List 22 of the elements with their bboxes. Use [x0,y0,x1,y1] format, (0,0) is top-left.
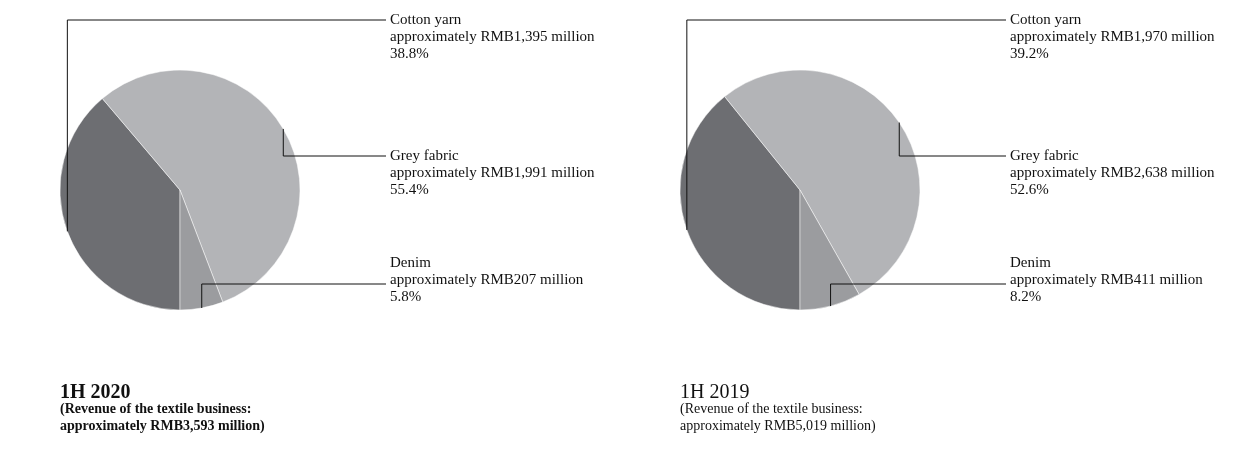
slice-label: Denim [1010,254,1052,270]
text: approximately RMB2,638 million [1010,164,1215,180]
text: approximately RMB1,395 million [390,28,595,44]
text: approximately RMB1,991 million [390,164,595,180]
text: 1H 2019 [680,380,750,402]
slice-label: Grey fabric [390,147,460,163]
slice-label: Grey fabric [1010,147,1080,163]
slice-label: Cotton yarn [390,11,462,27]
text: (Revenue of the textile business: approximately RMB3,593 million) [60,401,266,434]
data-label: 8.2% [1010,288,1042,304]
data-label: 55.4% [390,181,429,197]
data-label: 38.8% [390,45,429,61]
text: approximately RMB1,970 million [1010,28,1215,44]
slice-label: Denim [390,254,432,270]
data-label: 39.2% [1010,45,1049,61]
text: approximately RMB411 million [1010,271,1203,287]
text: 1H 2020 [60,380,131,402]
text: (Revenue of the textile business: approximately RMB5,019 million) [680,401,876,434]
text: approximately RMB207 million [390,271,584,287]
data-label: 5.8% [390,288,422,304]
slice-label: Cotton yarn [1010,11,1082,27]
data-label: 52.6% [1010,181,1049,197]
